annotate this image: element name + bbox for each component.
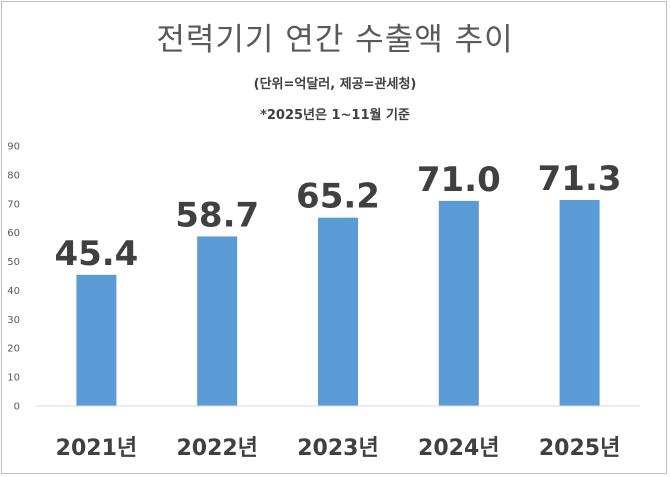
bar bbox=[318, 217, 358, 406]
category-label: 2025년 bbox=[539, 436, 620, 461]
chart-title: 전력기기 연간 수출액 추이 bbox=[156, 22, 514, 58]
category-label: 2021년 bbox=[56, 436, 137, 461]
bars: 45.4 58.7 65.2 71.0 71.3 bbox=[54, 159, 622, 406]
bar bbox=[197, 236, 238, 406]
y-tick-label: 70 bbox=[7, 199, 20, 210]
data-label: 45.4 bbox=[54, 234, 138, 274]
chart-subtitle: (단위=억달러, 제공=관세청) bbox=[253, 77, 417, 92]
y-axis: 0 10 20 30 40 50 60 70 80 90 bbox=[7, 142, 20, 413]
y-tick-label: 0 bbox=[14, 402, 20, 413]
y-tick-label: 60 bbox=[7, 228, 20, 239]
y-tick-label: 90 bbox=[7, 142, 20, 153]
data-label: 65.2 bbox=[296, 177, 380, 217]
data-label: 58.7 bbox=[175, 195, 259, 235]
data-label: 71.0 bbox=[417, 160, 501, 200]
bar bbox=[76, 274, 117, 406]
y-tick-label: 40 bbox=[7, 286, 20, 297]
y-tick-label: 30 bbox=[7, 315, 20, 326]
y-tick-label: 10 bbox=[7, 373, 20, 384]
chart-note: *2025년은 1~11월 기준 bbox=[260, 108, 410, 123]
data-label: 71.3 bbox=[538, 159, 622, 199]
bar bbox=[438, 200, 479, 406]
bar bbox=[559, 200, 600, 406]
category-label: 2023년 bbox=[297, 436, 378, 461]
category-label: 2022년 bbox=[176, 436, 257, 461]
category-label: 2024년 bbox=[418, 436, 499, 461]
y-tick-label: 80 bbox=[7, 170, 20, 181]
x-axis: 2021년 2022년 2023년 2024년 2025년 bbox=[36, 405, 640, 461]
y-tick-label: 20 bbox=[7, 344, 20, 355]
y-tick-label: 50 bbox=[7, 257, 20, 268]
